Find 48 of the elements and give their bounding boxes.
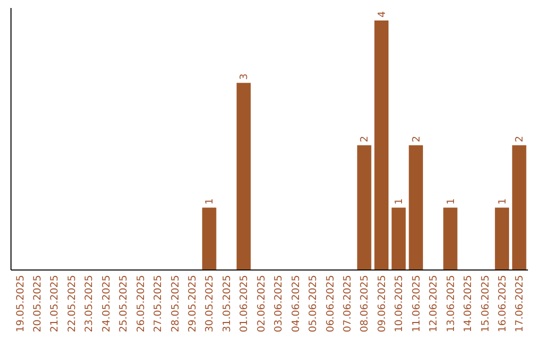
x-tick-label: 11.06.2025 [411,275,422,332]
x-tick-label: 04.06.2025 [290,275,302,332]
x-tick-label: 07.06.2025 [342,275,354,332]
bar [357,145,372,270]
x-tick-label: 02.06.2025 [256,275,268,332]
x-tick-label: 05.06.2025 [308,275,320,332]
x-tick-label: 25.05.2025 [118,275,130,332]
bar [374,20,389,270]
bar [408,145,423,270]
bar [236,82,251,270]
data-label: 2 [360,136,371,142]
x-tick-label: 01.06.2025 [239,275,250,332]
x-tick-label: 03.06.2025 [274,275,285,332]
data-label: 1 [497,198,508,205]
bar [494,208,510,270]
x-tick-label: 19.05.2025 [15,275,26,332]
data-label: 3 [239,73,250,80]
bar [443,208,458,270]
x-tick-label: 16.06.2025 [497,275,508,332]
x-tick-label: 26.05.2025 [136,275,147,332]
data-label: 2 [411,136,422,142]
x-tick-label: 31.05.2025 [222,275,233,332]
x-tick-label: 27.05.2025 [153,275,164,332]
x-tick-label: 09.06.2025 [376,275,388,332]
x-tick-label: 08.06.2025 [360,275,371,332]
x-tick-label: 20.05.2025 [32,275,44,332]
x-tick-label: 24.05.2025 [101,275,112,332]
x-tick-label: 06.06.2025 [325,275,336,332]
data-label: 1 [394,198,406,205]
bar [392,208,406,270]
x-tick-label: 12.06.2025 [428,275,440,332]
x-tick-label: 10.06.2025 [394,275,406,332]
x-tick-label: 21.05.2025 [50,275,61,332]
x-tick-label: 13.06.2025 [446,275,457,332]
data-label: 1 [204,198,216,205]
bar [202,208,216,270]
x-tick-label: 30.05.2025 [204,275,216,332]
bar [512,145,526,270]
x-tick-label: 22.05.2025 [66,275,78,332]
x-tick-label: 17.06.2025 [514,275,526,332]
data-label: 2 [514,136,526,142]
x-tick-label: 14.06.2025 [463,275,474,332]
x-tick-label: 28.05.2025 [170,275,182,332]
data-label: 1 [446,198,457,205]
x-tick-label: 15.06.2025 [480,275,492,332]
x-tick-label: 29.05.2025 [188,275,198,332]
x-tick-label: 23.05.2025 [84,275,96,332]
data-label: 4 [376,11,388,18]
